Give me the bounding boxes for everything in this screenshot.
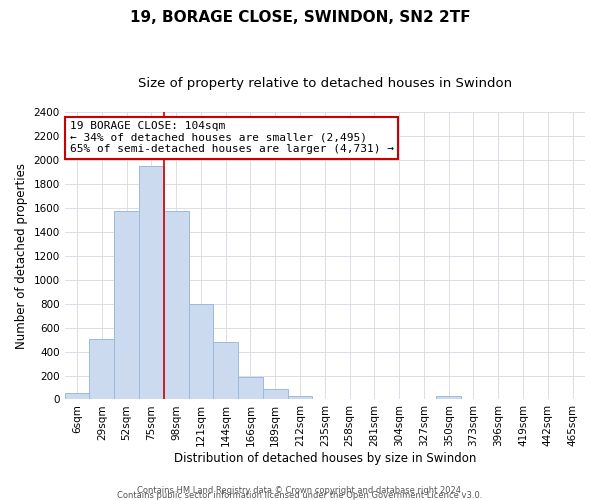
Bar — [238, 378, 263, 400]
Text: 19, BORAGE CLOSE, SWINDON, SN2 2TF: 19, BORAGE CLOSE, SWINDON, SN2 2TF — [130, 10, 470, 25]
Text: Contains public sector information licensed under the Open Government Licence v3: Contains public sector information licen… — [118, 491, 482, 500]
Bar — [139, 166, 164, 400]
Bar — [287, 396, 313, 400]
Text: 19 BORAGE CLOSE: 104sqm
← 34% of detached houses are smaller (2,495)
65% of semi: 19 BORAGE CLOSE: 104sqm ← 34% of detache… — [70, 121, 394, 154]
Bar — [65, 393, 89, 400]
Title: Size of property relative to detached houses in Swindon: Size of property relative to detached ho… — [138, 78, 512, 90]
Bar — [436, 396, 461, 400]
Bar — [188, 304, 214, 400]
Bar — [263, 388, 287, 400]
Bar — [114, 210, 139, 400]
Y-axis label: Number of detached properties: Number of detached properties — [15, 163, 28, 349]
Text: Contains HM Land Registry data © Crown copyright and database right 2024.: Contains HM Land Registry data © Crown c… — [137, 486, 463, 495]
Bar — [214, 342, 238, 400]
X-axis label: Distribution of detached houses by size in Swindon: Distribution of detached houses by size … — [173, 452, 476, 465]
Bar — [164, 210, 188, 400]
Bar — [313, 398, 337, 400]
Bar — [89, 339, 114, 400]
